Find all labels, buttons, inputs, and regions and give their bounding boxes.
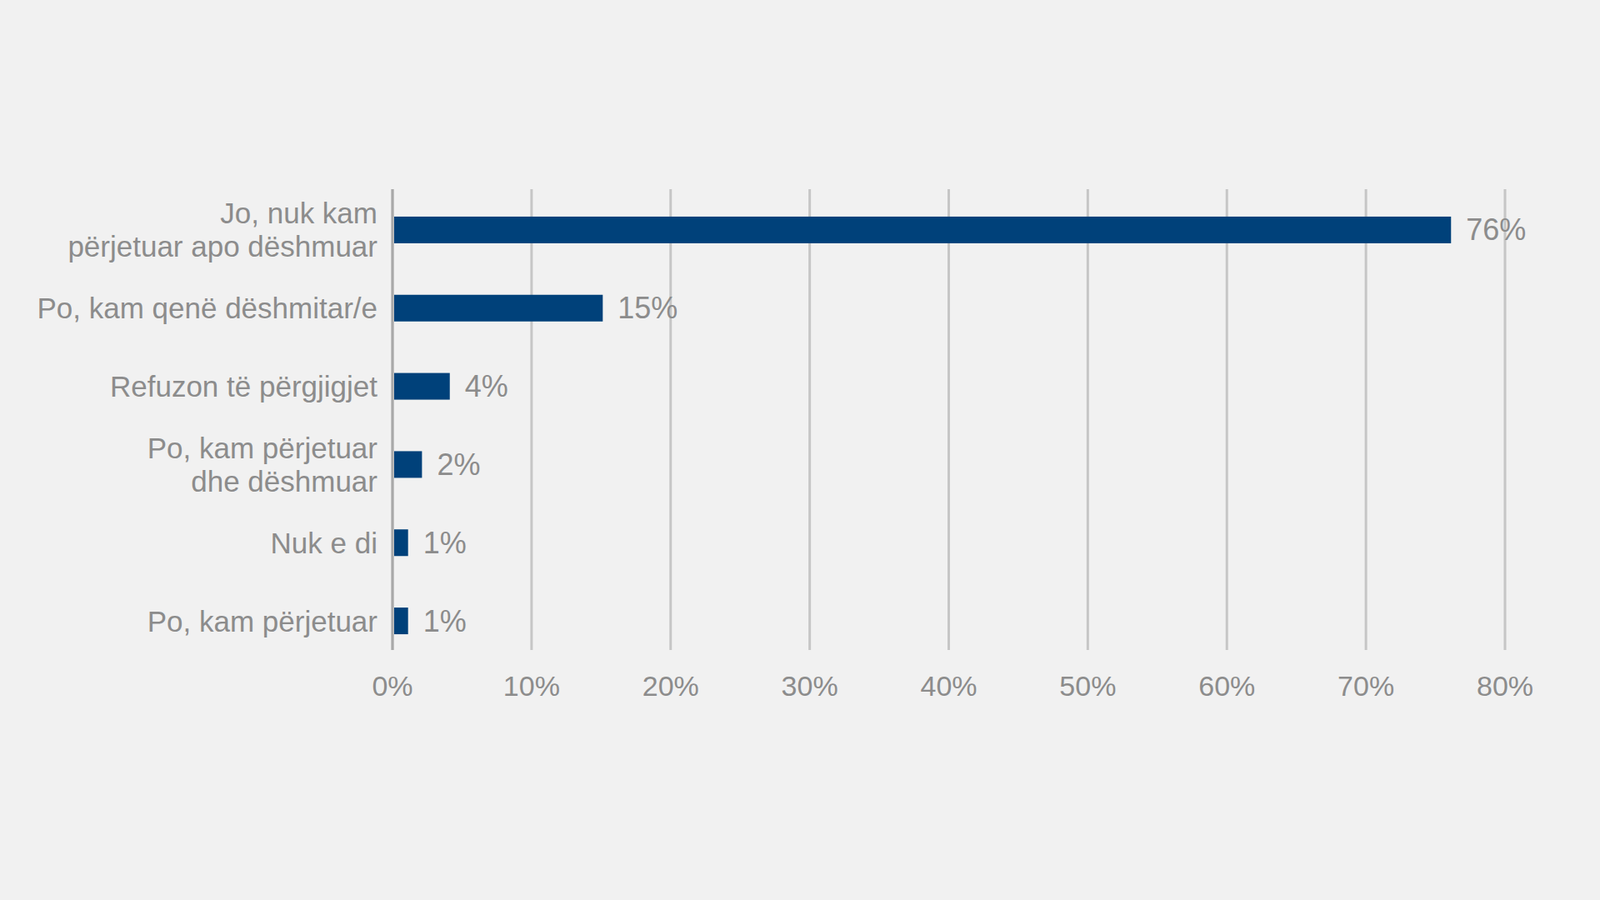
background (0, 0, 1600, 900)
category-label: Po, kam përjetuardhe dëshmuar (147, 431, 379, 498)
data-label: 15% (617, 290, 678, 325)
tick-label: 0% (371, 670, 413, 702)
data-label: 1% (423, 525, 467, 560)
data-label: 76% (1465, 212, 1526, 247)
grid-line (1086, 189, 1090, 650)
data-label: 1% (423, 604, 467, 639)
category-label: Refuzon të përgjigjet (110, 370, 378, 403)
grid-line (1365, 189, 1368, 650)
data-label: 2% (436, 447, 480, 482)
category-label: Jo, nuk kampërjetuar apo dëshmuar (67, 196, 378, 263)
bar (394, 529, 409, 556)
grid-line (1225, 189, 1229, 650)
tick-label: 20% (642, 670, 700, 702)
category-label: Po, kam qenë dëshmitar/e (36, 291, 378, 325)
tick-label: 60% (1198, 670, 1255, 702)
chart: 0% 10% 20% 30% 40% 50% 60% 70% 80% 76% 15% 4% 2% 1% 1%… (0, 0, 1600, 900)
grid-line (530, 189, 533, 650)
grid-line (1504, 189, 1507, 650)
tick-label: 10% (503, 670, 560, 702)
tick-label: 30% (781, 670, 839, 702)
grid (392, 189, 1505, 650)
grid-line (669, 189, 672, 650)
category-label: Nuk e di (270, 526, 378, 560)
bar (394, 607, 409, 635)
grid-line (947, 189, 950, 650)
tick-label: 70% (1337, 670, 1395, 702)
axis-line (391, 189, 395, 650)
bar (394, 216, 1451, 244)
tick-label: 40% (920, 670, 977, 702)
grid-line (391, 189, 395, 650)
bar (394, 373, 450, 400)
category-label: Po, kam përjetuar (147, 605, 379, 638)
tick-label: 80% (1476, 670, 1534, 702)
data-label: 4% (465, 369, 509, 404)
bar (394, 295, 603, 322)
tick-label: 50% (1059, 670, 1116, 702)
bars (394, 216, 1451, 635)
bar (394, 450, 422, 478)
grid-line (808, 189, 811, 650)
